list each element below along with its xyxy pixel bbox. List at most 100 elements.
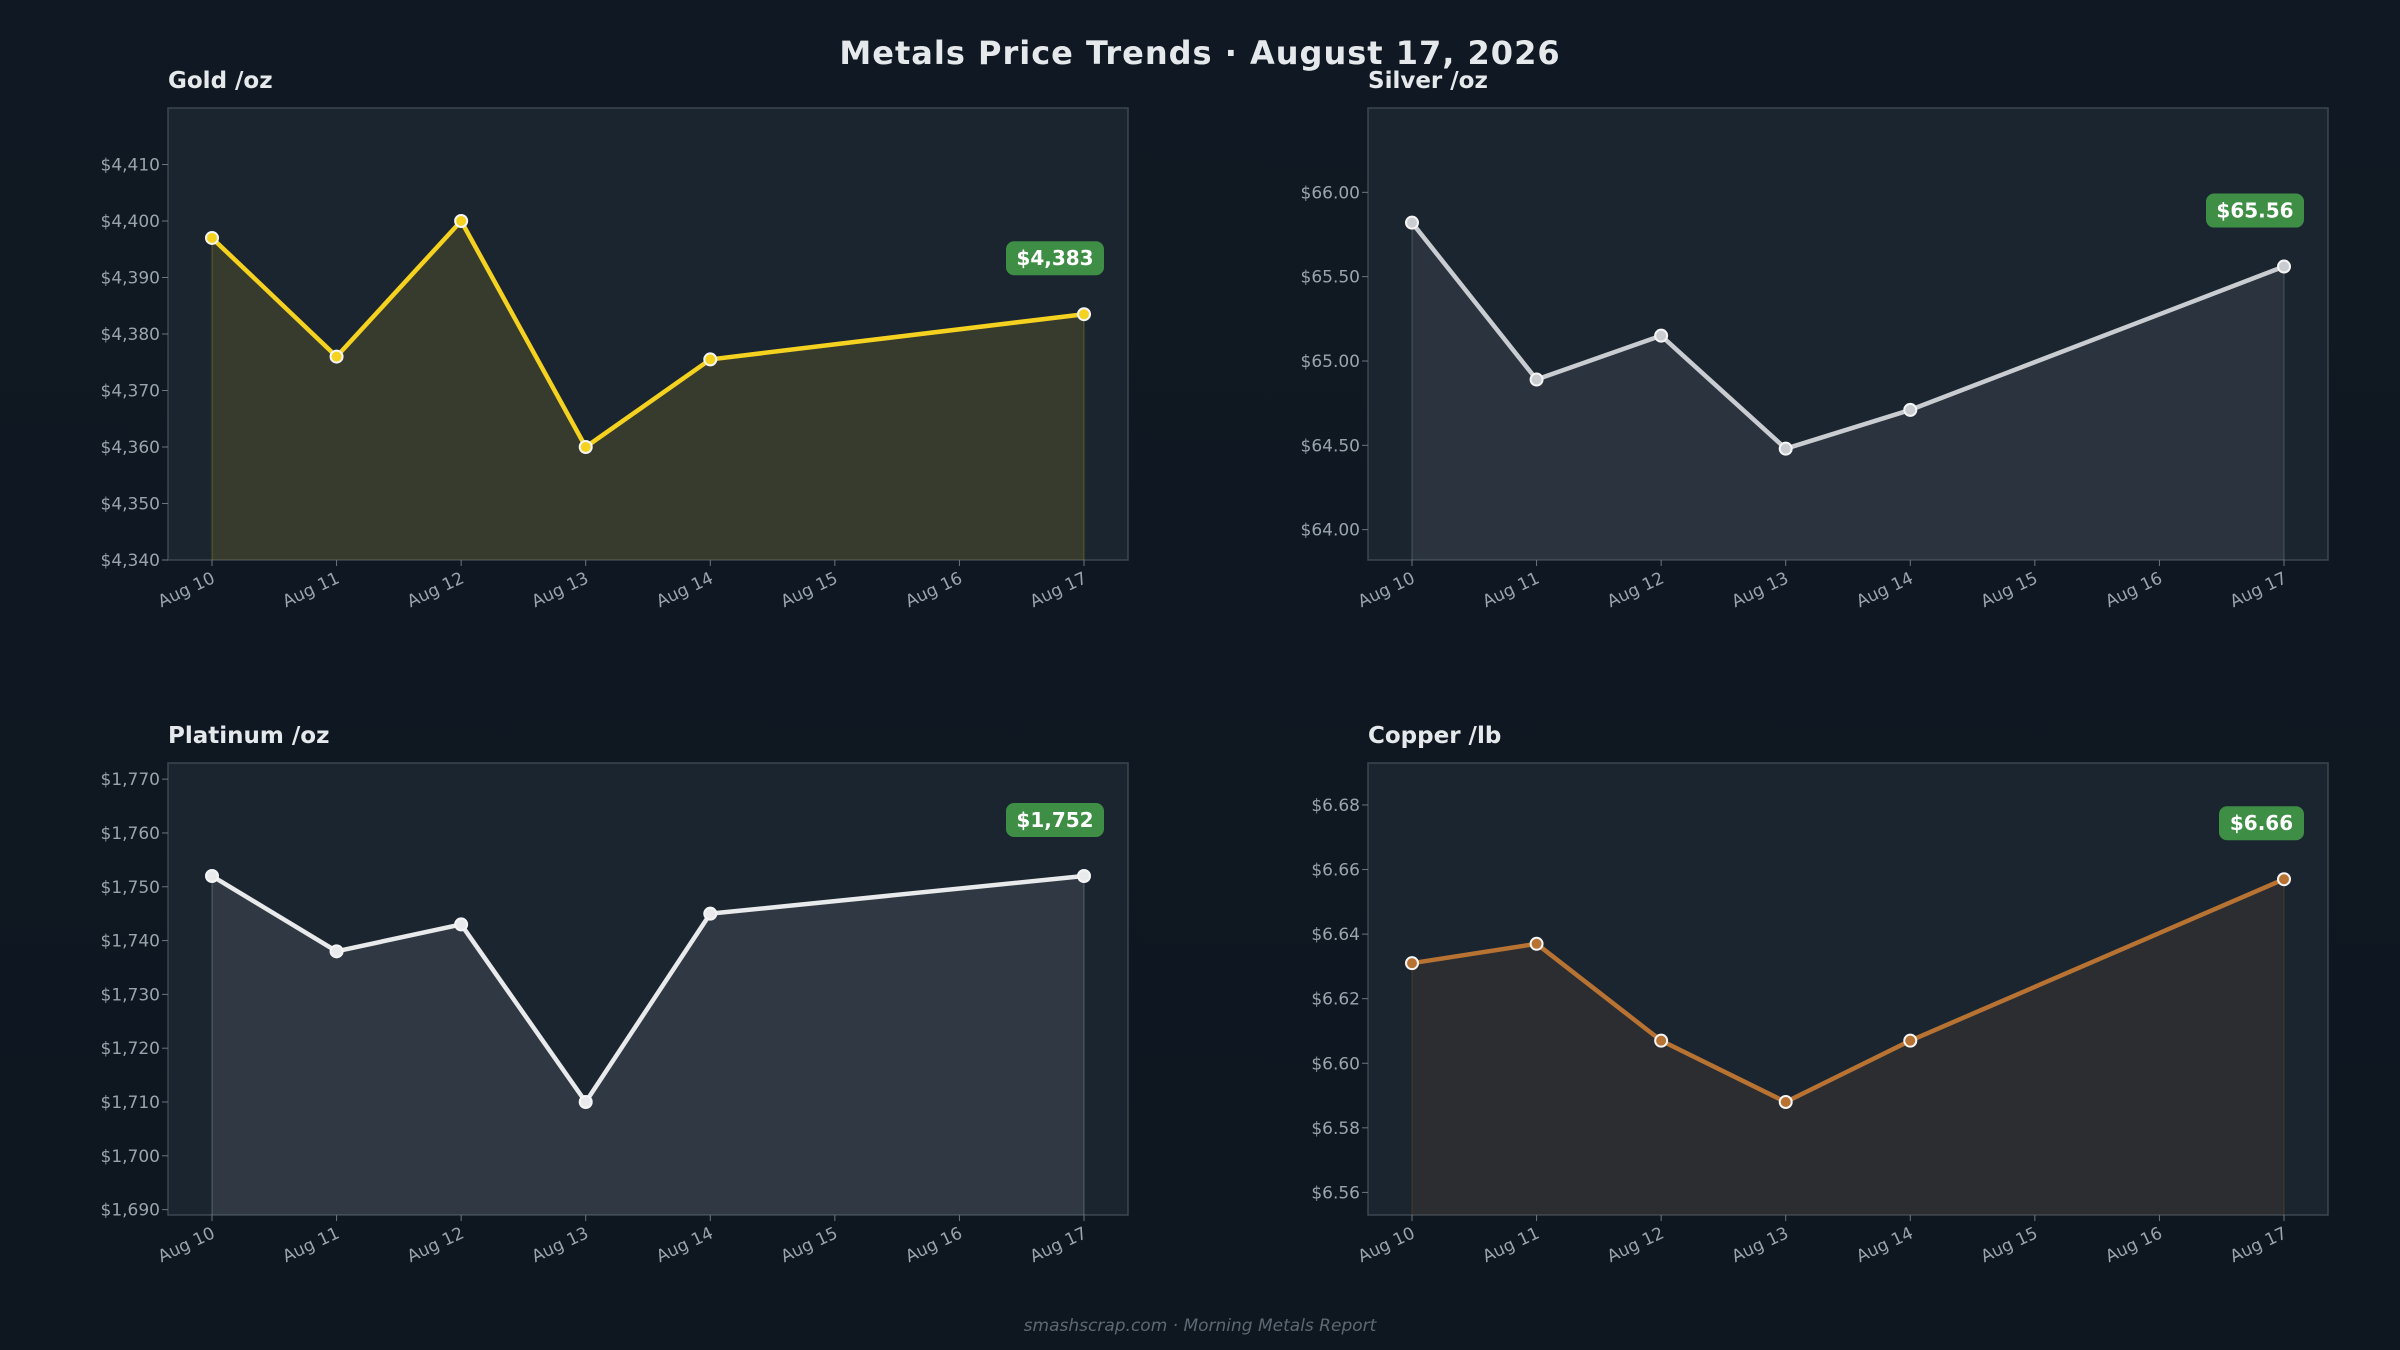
x-tick-label: Aug 15 [778,568,841,612]
y-tick-label: $65.00 [1301,352,1360,372]
data-point [1529,372,1544,387]
y-tick-label: $4,360 [101,438,160,458]
data-point [578,440,593,454]
page-title: Metals Price Trends · August 17, 2026 [839,34,1561,72]
y-tick-label: $4,370 [101,382,160,402]
footer-credit: smashscrap.com · Morning Metals Report [1023,1316,1377,1336]
x-tick-label: Aug 17 [1027,568,1090,612]
x-tick-label: Aug 13 [1729,1223,1792,1267]
y-tick-label: $1,710 [101,1093,160,1113]
chart-panel-0: Gold /oz $4,340 $4,350 $4,360 $4,370 $4,380 $4… [101,68,1129,612]
latest-value-badge [2219,806,2304,841]
y-tick-label: $66.00 [1301,183,1360,203]
series-area [212,876,1084,1215]
x-tick-label: Aug 17 [2227,1223,2290,1267]
x-tick-label: Aug 14 [1853,568,1916,612]
latest-value-label: $6.66 [2230,811,2293,835]
chart-panel-1: Silver /oz $64.00 $64.50 $65.00 $65.50 $66.00… [1301,68,2329,612]
x-tick-label: Aug 10 [1355,1223,1418,1267]
data-point [1903,1033,1918,1048]
x-tick-label: Aug 11 [280,568,343,612]
latest-value-badge [1006,241,1104,276]
data-point [454,214,469,228]
series-line [1409,876,2287,1105]
y-tick-label: $1,760 [101,824,160,844]
data-point [2277,259,2291,274]
x-tick-label: Aug 10 [155,568,218,612]
plot-area [1367,762,2329,1216]
series-area [1412,222,2284,560]
y-tick-label: $1,690 [101,1201,160,1221]
y-tick-label: $6.56 [1311,1183,1360,1203]
x-tick-label: Aug 12 [404,568,467,612]
y-tick-label: $4,350 [101,495,160,515]
y-tick-label: $64.50 [1301,436,1360,456]
plot-area [167,762,1129,1216]
x-tick-label: Aug 10 [155,1223,218,1267]
y-tick-label: $4,400 [101,212,160,232]
y-tick-label: $1,700 [101,1147,160,1167]
series-line [209,218,1087,450]
x-tick-label: Aug 13 [529,568,592,612]
x-tick-label: Aug 11 [280,1223,343,1267]
latest-value-badge [1006,803,1104,837]
x-tick-label: Aug 17 [1027,1223,1090,1267]
data-point [1654,328,1669,343]
x-tick-label: Aug 15 [778,1223,841,1267]
x-tick-label: Aug 10 [1355,568,1418,612]
data-point [1077,307,1091,322]
y-tick-label: $4,410 [101,156,160,176]
data-point [1903,402,1918,417]
latest-value-label: $65.56 [2216,199,2293,223]
y-tick-label: $6.60 [1311,1054,1360,1074]
x-tick-label: Aug 15 [1978,1223,2041,1267]
x-tick-label: Aug 14 [653,568,716,612]
chart-panel-2: Platinum /oz $1,690 $1,700 $1,710 $1,720 $1,7… [101,723,1129,1267]
x-tick-label: Aug 16 [2102,568,2165,612]
y-tick-label: $1,740 [101,932,160,952]
latest-value-label: $4,383 [1016,246,1093,270]
chart-title: Copper /lb [1368,723,1501,749]
x-tick-label: Aug 14 [653,1223,716,1267]
x-tick-label: Aug 11 [1480,1223,1543,1267]
data-point [454,917,469,932]
y-tick-label: $1,730 [101,985,160,1005]
data-point [329,944,344,959]
latest-value-badge [2206,193,2304,228]
x-tick-label: Aug 15 [1978,568,2041,612]
y-tick-label: $1,750 [101,878,160,898]
latest-value-label: $1,752 [1016,808,1093,832]
chart-title: Gold /oz [168,68,273,94]
x-tick-label: Aug 14 [1853,1223,1916,1267]
x-tick-label: Aug 12 [404,1223,467,1267]
data-point [205,230,219,245]
data-point [329,349,344,364]
x-tick-label: Aug 13 [1729,568,1792,612]
y-tick-label: $65.50 [1301,268,1360,288]
data-point [578,1095,593,1109]
plot-area [167,107,1129,561]
x-tick-label: Aug 12 [1604,1223,1667,1267]
x-tick-label: Aug 13 [529,1223,592,1267]
data-point [1405,215,1419,230]
chart-panel-3: Copper /lb $6.56 $6.58 $6.60 $6.62 $6.64 $6.66… [1311,723,2329,1267]
data-point [1529,936,1544,951]
y-tick-label: $64.00 [1301,521,1360,541]
x-tick-label: Aug 16 [902,568,965,612]
y-tick-label: $6.68 [1311,796,1360,816]
data-point [1405,956,1419,971]
data-point [703,906,718,921]
series-area [212,221,1084,560]
x-tick-label: Aug 11 [1480,568,1543,612]
chart-title: Silver /oz [1368,68,1488,94]
x-tick-label: Aug 16 [2102,1223,2165,1267]
y-tick-label: $1,770 [101,770,160,790]
y-tick-label: $1,720 [101,1039,160,1059]
y-tick-label: $6.62 [1311,990,1360,1010]
data-point [2277,872,2291,887]
x-tick-label: Aug 17 [2227,568,2290,612]
data-point [1778,1095,1793,1109]
y-tick-label: $4,340 [101,551,160,571]
